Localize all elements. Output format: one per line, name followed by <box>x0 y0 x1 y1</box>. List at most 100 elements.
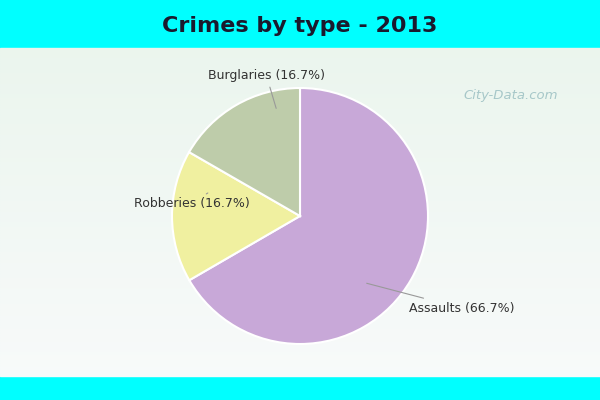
Bar <box>0 345 600 346</box>
Bar <box>0 304 600 306</box>
Bar <box>0 251 600 253</box>
Bar <box>0 186 600 187</box>
Bar <box>0 133 600 135</box>
Bar <box>0 320 600 322</box>
Bar <box>0 282 600 284</box>
Bar <box>0 174 600 176</box>
Bar <box>0 309 600 310</box>
Bar <box>0 264 600 266</box>
Bar <box>0 200 600 202</box>
Bar <box>0 202 600 204</box>
Bar <box>0 115 600 117</box>
Bar <box>0 184 600 186</box>
Bar <box>0 306 600 307</box>
Bar <box>0 227 600 228</box>
Bar <box>0 194 600 196</box>
Bar <box>0 117 600 118</box>
Bar <box>0 199 600 200</box>
Bar <box>0 217 600 218</box>
Bar <box>0 146 600 148</box>
Bar <box>0 114 600 115</box>
Bar <box>0 156 600 158</box>
Bar <box>0 153 600 154</box>
Wedge shape <box>189 88 300 216</box>
Bar <box>0 291 600 292</box>
Bar <box>0 333 600 335</box>
Bar <box>0 335 600 337</box>
Bar <box>0 63 600 64</box>
Bar <box>0 236 600 238</box>
Bar <box>0 107 600 109</box>
Bar <box>0 196 600 197</box>
Bar <box>0 370 600 371</box>
Bar <box>0 343 600 345</box>
Bar <box>0 142 600 143</box>
Bar <box>0 74 600 76</box>
Bar <box>0 86 600 87</box>
Bar <box>0 310 600 312</box>
Bar <box>0 206 600 207</box>
Text: Assaults (66.7%): Assaults (66.7%) <box>367 283 514 315</box>
Bar <box>0 222 600 224</box>
Bar <box>0 58 600 60</box>
Bar <box>0 322 600 324</box>
Bar <box>0 292 600 294</box>
Bar <box>0 245 600 246</box>
Bar <box>0 66 600 68</box>
Bar <box>0 250 600 251</box>
Bar <box>0 243 600 245</box>
Bar <box>0 112 600 114</box>
Text: Robberies (16.7%): Robberies (16.7%) <box>134 193 250 210</box>
Bar <box>0 61 600 63</box>
Bar <box>0 256 600 258</box>
Bar <box>0 189 600 191</box>
Bar <box>0 324 600 325</box>
Bar <box>0 150 600 151</box>
Bar <box>0 238 600 240</box>
Bar <box>0 207 600 209</box>
Bar <box>0 266 600 268</box>
Bar <box>0 327 600 328</box>
Bar <box>0 253 600 255</box>
Bar <box>0 160 600 161</box>
Bar <box>0 56 600 58</box>
Bar <box>0 225 600 227</box>
Bar <box>0 332 600 333</box>
Bar <box>0 118 600 120</box>
Bar <box>0 140 600 142</box>
Bar <box>0 64 600 66</box>
Bar <box>0 240 600 242</box>
Bar <box>0 145 600 146</box>
Bar <box>0 102 600 104</box>
Bar <box>0 132 600 133</box>
Bar <box>0 122 600 124</box>
Bar <box>0 181 600 182</box>
Bar <box>0 373 600 374</box>
Bar <box>0 60 600 61</box>
Bar <box>0 296 600 297</box>
Bar <box>0 286 600 288</box>
Bar <box>0 84 600 86</box>
Bar <box>0 73 600 74</box>
Bar <box>0 232 600 233</box>
Bar <box>0 91 600 92</box>
Bar <box>0 318 600 320</box>
Bar <box>0 178 600 179</box>
Bar <box>0 366 600 368</box>
Bar <box>0 325 600 327</box>
Bar <box>0 368 600 370</box>
Bar <box>0 271 600 273</box>
Bar <box>0 363 600 364</box>
Bar <box>0 204 600 206</box>
Bar <box>0 224 600 225</box>
Bar <box>0 220 600 222</box>
Bar <box>0 215 600 217</box>
Bar <box>0 338 600 340</box>
Bar <box>0 330 600 332</box>
Bar <box>0 187 600 189</box>
Bar <box>0 299 600 300</box>
Bar <box>0 360 600 361</box>
Bar <box>0 124 600 125</box>
Bar <box>0 120 600 122</box>
Text: City-Data.com: City-Data.com <box>464 90 558 102</box>
